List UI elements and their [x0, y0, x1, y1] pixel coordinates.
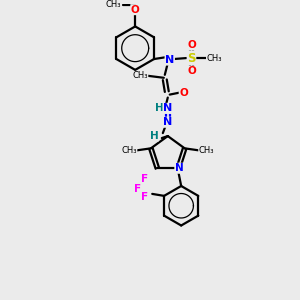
Text: CH₃: CH₃	[122, 146, 137, 155]
Text: O: O	[187, 66, 196, 76]
Text: CH₃: CH₃	[206, 53, 222, 62]
Text: F: F	[141, 174, 148, 184]
Text: N: N	[163, 117, 172, 127]
Text: F: F	[134, 184, 141, 194]
Text: CH₃: CH₃	[199, 146, 214, 155]
Text: H: H	[150, 131, 158, 141]
Text: CH₃: CH₃	[106, 0, 121, 9]
Text: N: N	[175, 163, 184, 173]
Text: N: N	[165, 55, 174, 65]
Text: O: O	[131, 5, 140, 15]
Text: O: O	[179, 88, 188, 98]
Text: S: S	[187, 52, 196, 64]
Text: H: H	[154, 103, 163, 113]
Text: CH₃: CH₃	[132, 71, 148, 80]
Text: O: O	[187, 40, 196, 50]
Text: F: F	[141, 192, 148, 202]
Text: N: N	[163, 103, 172, 113]
